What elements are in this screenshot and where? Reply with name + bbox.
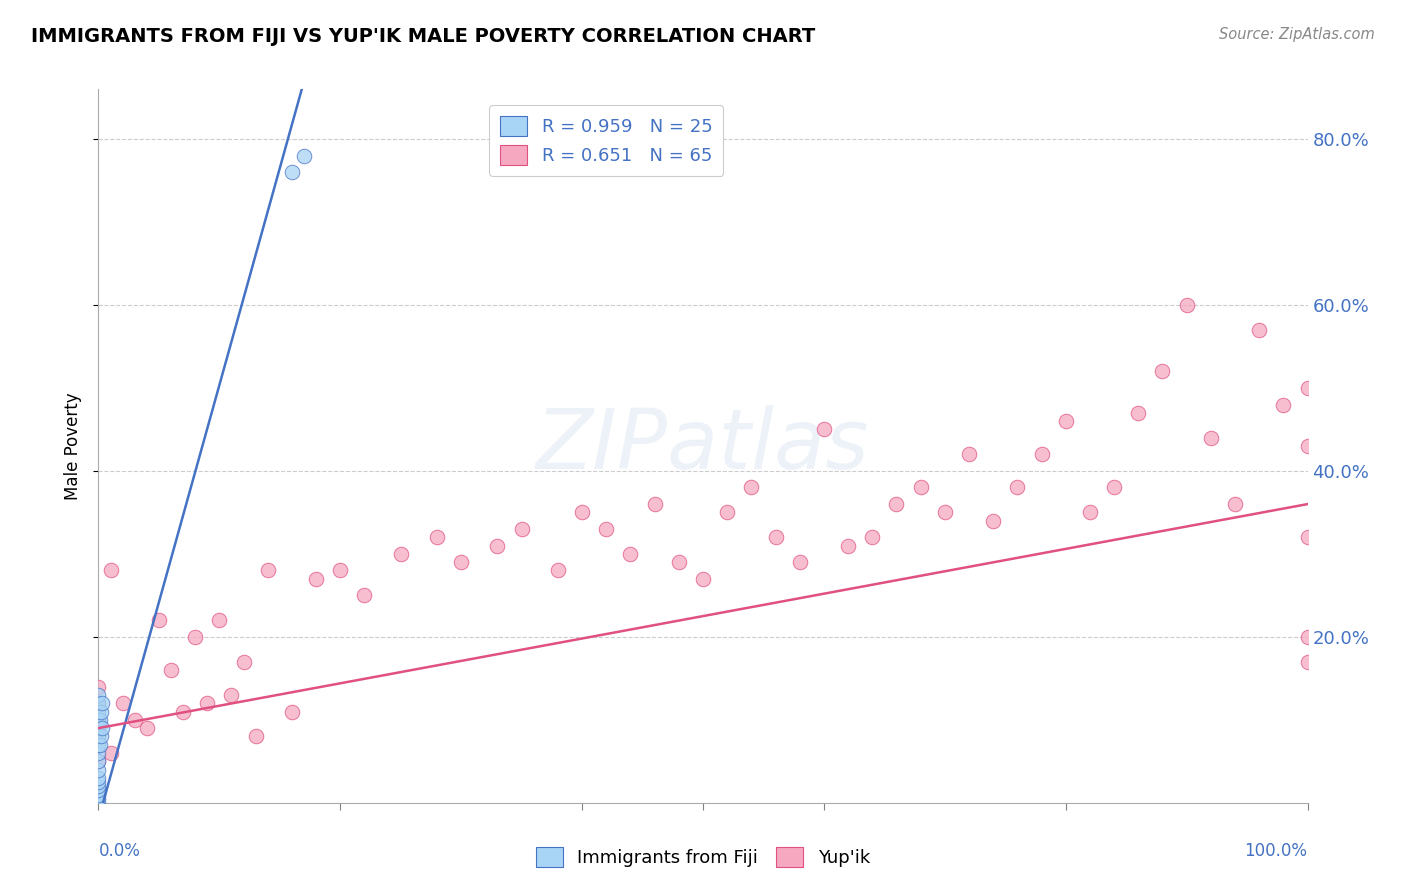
Point — [87, 754, 110, 768]
Legend: Immigrants from Fiji, Yup'ik: Immigrants from Fiji, Yup'ik — [527, 838, 879, 876]
Point — [934, 505, 956, 519]
Y-axis label: Male Poverty: Male Poverty — [65, 392, 83, 500]
Point — [184, 630, 207, 644]
Point — [886, 497, 908, 511]
Point — [1249, 323, 1271, 337]
Point — [87, 791, 110, 805]
Point — [1296, 439, 1319, 453]
Point — [1272, 397, 1295, 411]
Point — [87, 783, 110, 797]
Point — [1223, 497, 1246, 511]
Point — [87, 763, 110, 777]
Point — [668, 555, 690, 569]
Point — [860, 530, 883, 544]
Point — [486, 539, 509, 553]
Point — [389, 547, 412, 561]
Point — [595, 522, 617, 536]
Point — [111, 696, 134, 710]
Point — [292, 148, 315, 162]
Legend: R = 0.959   N = 25, R = 0.651   N = 65: R = 0.959 N = 25, R = 0.651 N = 65 — [489, 105, 723, 176]
Point — [87, 746, 110, 760]
Point — [305, 572, 328, 586]
Point — [91, 696, 114, 710]
Point — [195, 696, 218, 710]
Point — [90, 705, 112, 719]
Point — [135, 721, 157, 735]
Text: 100.0%: 100.0% — [1244, 842, 1308, 860]
Text: IMMIGRANTS FROM FIJI VS YUP'IK MALE POVERTY CORRELATION CHART: IMMIGRANTS FROM FIJI VS YUP'IK MALE POVE… — [31, 27, 815, 45]
Point — [510, 522, 533, 536]
Point — [221, 688, 243, 702]
Point — [87, 754, 110, 768]
Point — [87, 696, 110, 710]
Point — [957, 447, 980, 461]
Point — [245, 730, 267, 744]
Point — [1175, 298, 1198, 312]
Point — [1031, 447, 1053, 461]
Point — [232, 655, 254, 669]
Point — [87, 680, 110, 694]
Point — [329, 564, 352, 578]
Point — [619, 547, 641, 561]
Point — [1296, 630, 1319, 644]
Point — [789, 555, 811, 569]
Point — [87, 688, 110, 702]
Point — [716, 505, 738, 519]
Point — [160, 663, 183, 677]
Point — [426, 530, 449, 544]
Point — [281, 165, 304, 179]
Point — [87, 796, 110, 810]
Point — [100, 564, 122, 578]
Text: Source: ZipAtlas.com: Source: ZipAtlas.com — [1219, 27, 1375, 42]
Point — [765, 530, 787, 544]
Point — [91, 721, 114, 735]
Point — [547, 564, 569, 578]
Point — [89, 738, 111, 752]
Point — [87, 779, 110, 793]
Point — [1054, 414, 1077, 428]
Point — [208, 613, 231, 627]
Point — [644, 497, 666, 511]
Point — [87, 696, 110, 710]
Text: ZIPatlas: ZIPatlas — [536, 406, 870, 486]
Point — [87, 788, 110, 802]
Point — [87, 730, 110, 744]
Point — [1102, 481, 1125, 495]
Point — [90, 730, 112, 744]
Point — [1296, 655, 1319, 669]
Point — [87, 771, 110, 785]
Point — [124, 713, 146, 727]
Point — [87, 730, 110, 744]
Point — [1078, 505, 1101, 519]
Point — [837, 539, 859, 553]
Point — [1007, 481, 1029, 495]
Point — [1152, 364, 1174, 378]
Point — [1296, 530, 1319, 544]
Point — [87, 713, 110, 727]
Point — [87, 775, 110, 789]
Text: 0.0%: 0.0% — [98, 842, 141, 860]
Point — [981, 514, 1004, 528]
Point — [1296, 381, 1319, 395]
Point — [172, 705, 194, 719]
Point — [813, 422, 835, 436]
Point — [87, 713, 110, 727]
Point — [281, 705, 304, 719]
Point — [353, 588, 375, 602]
Point — [1199, 431, 1222, 445]
Point — [100, 746, 122, 760]
Point — [89, 713, 111, 727]
Point — [1128, 406, 1150, 420]
Point — [571, 505, 593, 519]
Point — [87, 705, 110, 719]
Point — [450, 555, 472, 569]
Point — [87, 738, 110, 752]
Point — [87, 721, 110, 735]
Point — [148, 613, 170, 627]
Point — [740, 481, 762, 495]
Point — [692, 572, 714, 586]
Point — [910, 481, 932, 495]
Point — [256, 564, 278, 578]
